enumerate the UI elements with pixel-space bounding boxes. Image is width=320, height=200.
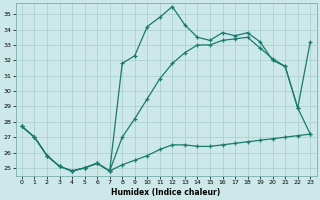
X-axis label: Humidex (Indice chaleur): Humidex (Indice chaleur) [111, 188, 221, 197]
